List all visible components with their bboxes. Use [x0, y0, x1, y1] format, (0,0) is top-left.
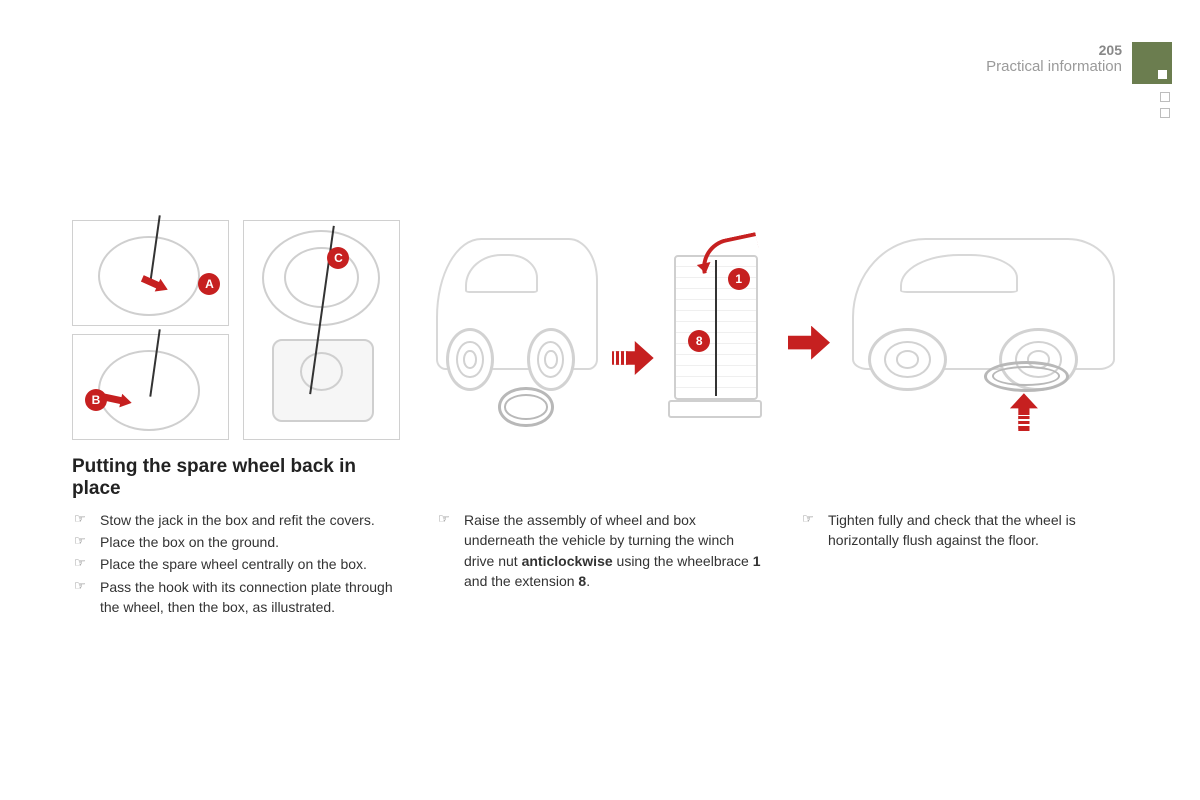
- up-arrow-icon: [1010, 393, 1038, 431]
- illus1-panel-a: A: [72, 220, 229, 326]
- car-with-spare: [436, 220, 620, 440]
- section-tab-marker: [1132, 42, 1172, 84]
- sequence-arrow-icon: [788, 326, 830, 360]
- header-text: 205 Practical information: [986, 42, 1122, 76]
- page-header: 205 Practical information: [986, 42, 1172, 84]
- illus1-panel-c: C: [243, 220, 400, 440]
- column-1: A B C Putting the spare wheel back in pl…: [72, 220, 400, 619]
- page-number: 205: [986, 42, 1122, 58]
- column-2: 1 8 Raise the assembly of wheel and box …: [436, 220, 764, 619]
- column1-bullets: Stow the jack in the box and refit the c…: [72, 510, 400, 619]
- bullet-item: Raise the assembly of wheel and box unde…: [436, 510, 764, 591]
- illustration-1: A B C: [72, 220, 400, 440]
- side-index-squares: [1160, 92, 1170, 118]
- illustration-3: [800, 220, 1128, 440]
- section-name: Practical information: [986, 58, 1122, 75]
- bullet-item: Pass the hook with its connection plate …: [72, 577, 400, 618]
- bullet-item: Tighten fully and check that the wheel i…: [800, 510, 1128, 551]
- illus1-panel-b: B: [72, 334, 229, 440]
- illustration-2: 1 8: [436, 220, 764, 440]
- trunk-detail: 1 8: [662, 220, 764, 440]
- column-3: Tighten fully and check that the wheel i…: [800, 220, 1128, 619]
- bullet-item: Stow the jack in the box and refit the c…: [72, 510, 400, 530]
- column3-bullets: Tighten fully and check that the wheel i…: [800, 510, 1128, 553]
- bullet-item: Place the box on the ground.: [72, 532, 400, 552]
- bullet-item: Place the spare wheel centrally on the b…: [72, 554, 400, 574]
- label-a: A: [198, 273, 220, 295]
- label-1: 1: [728, 268, 750, 290]
- main-content: A B C Putting the spare wheel back in pl…: [72, 220, 1128, 619]
- column2-bullets: Raise the assembly of wheel and box unde…: [436, 510, 764, 593]
- section-heading: Putting the spare wheel back in place: [72, 456, 400, 500]
